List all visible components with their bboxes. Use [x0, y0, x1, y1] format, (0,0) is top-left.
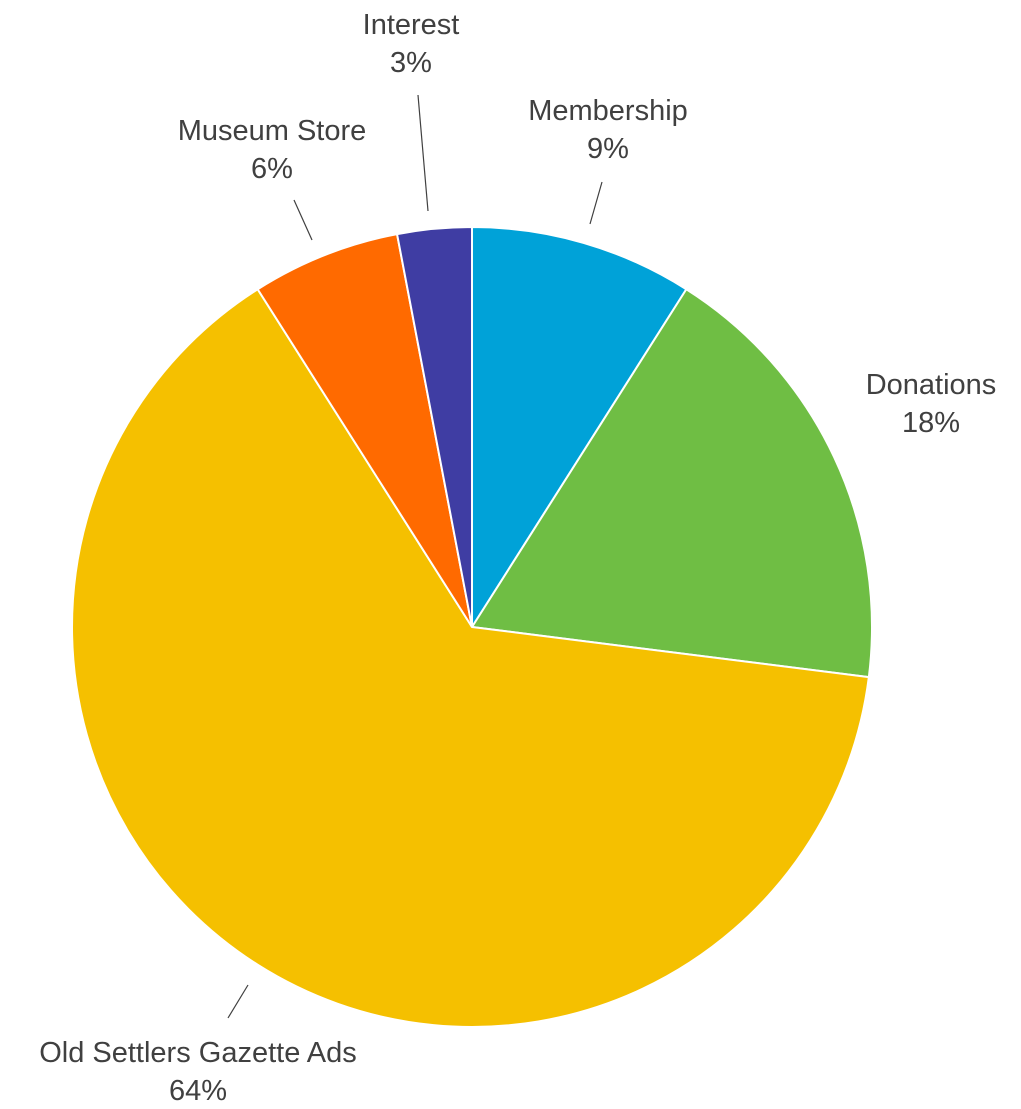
- slice-percent-membership: 9%: [587, 133, 629, 165]
- slice-percent-museum-store: 6%: [251, 153, 293, 185]
- slices-layer: [71, 225, 873, 1028]
- slice-label-donations: Donations 18%: [866, 369, 997, 439]
- slice-name-membership: Membership: [528, 95, 688, 127]
- slice-percent-donations: 18%: [902, 407, 960, 439]
- pie-slice-membership: [471, 225, 688, 631]
- pie-slice-museum-store: [256, 232, 473, 628]
- leader-line-membership: [589, 181, 603, 225]
- slice-name-old-settlers-gazette-ads: Old Settlers Gazette Ads: [39, 1037, 357, 1069]
- pie-slice-donations: [470, 287, 873, 679]
- slice-percent-interest: 3%: [390, 47, 432, 79]
- pie-slice-old-settlers-gazette-ads: [71, 287, 870, 1028]
- leader-line-old-settlers-gazette-ads: [227, 984, 249, 1019]
- slice-name-museum-store: Museum Store: [178, 115, 367, 147]
- slice-name-donations: Donations: [866, 369, 997, 401]
- pie-slice-interest: [395, 225, 473, 628]
- slice-name-interest: Interest: [363, 9, 460, 41]
- leader-line-interest: [417, 94, 429, 212]
- slice-label-old-settlers-gazette-ads: Old Settlers Gazette Ads 64%: [39, 1037, 357, 1107]
- labels-layer: Membership 9% Donations 18% Old Settlers Gaz…: [39, 9, 996, 1107]
- slice-label-museum-store: Museum Store 6%: [178, 115, 367, 185]
- leader-lines-layer: [227, 94, 603, 1019]
- slice-label-membership: Membership 9%: [528, 95, 688, 165]
- leader-line-museum-store: [293, 199, 313, 241]
- slice-label-interest: Interest 3%: [363, 9, 460, 79]
- slice-percent-old-settlers-gazette-ads: 64%: [169, 1075, 227, 1107]
